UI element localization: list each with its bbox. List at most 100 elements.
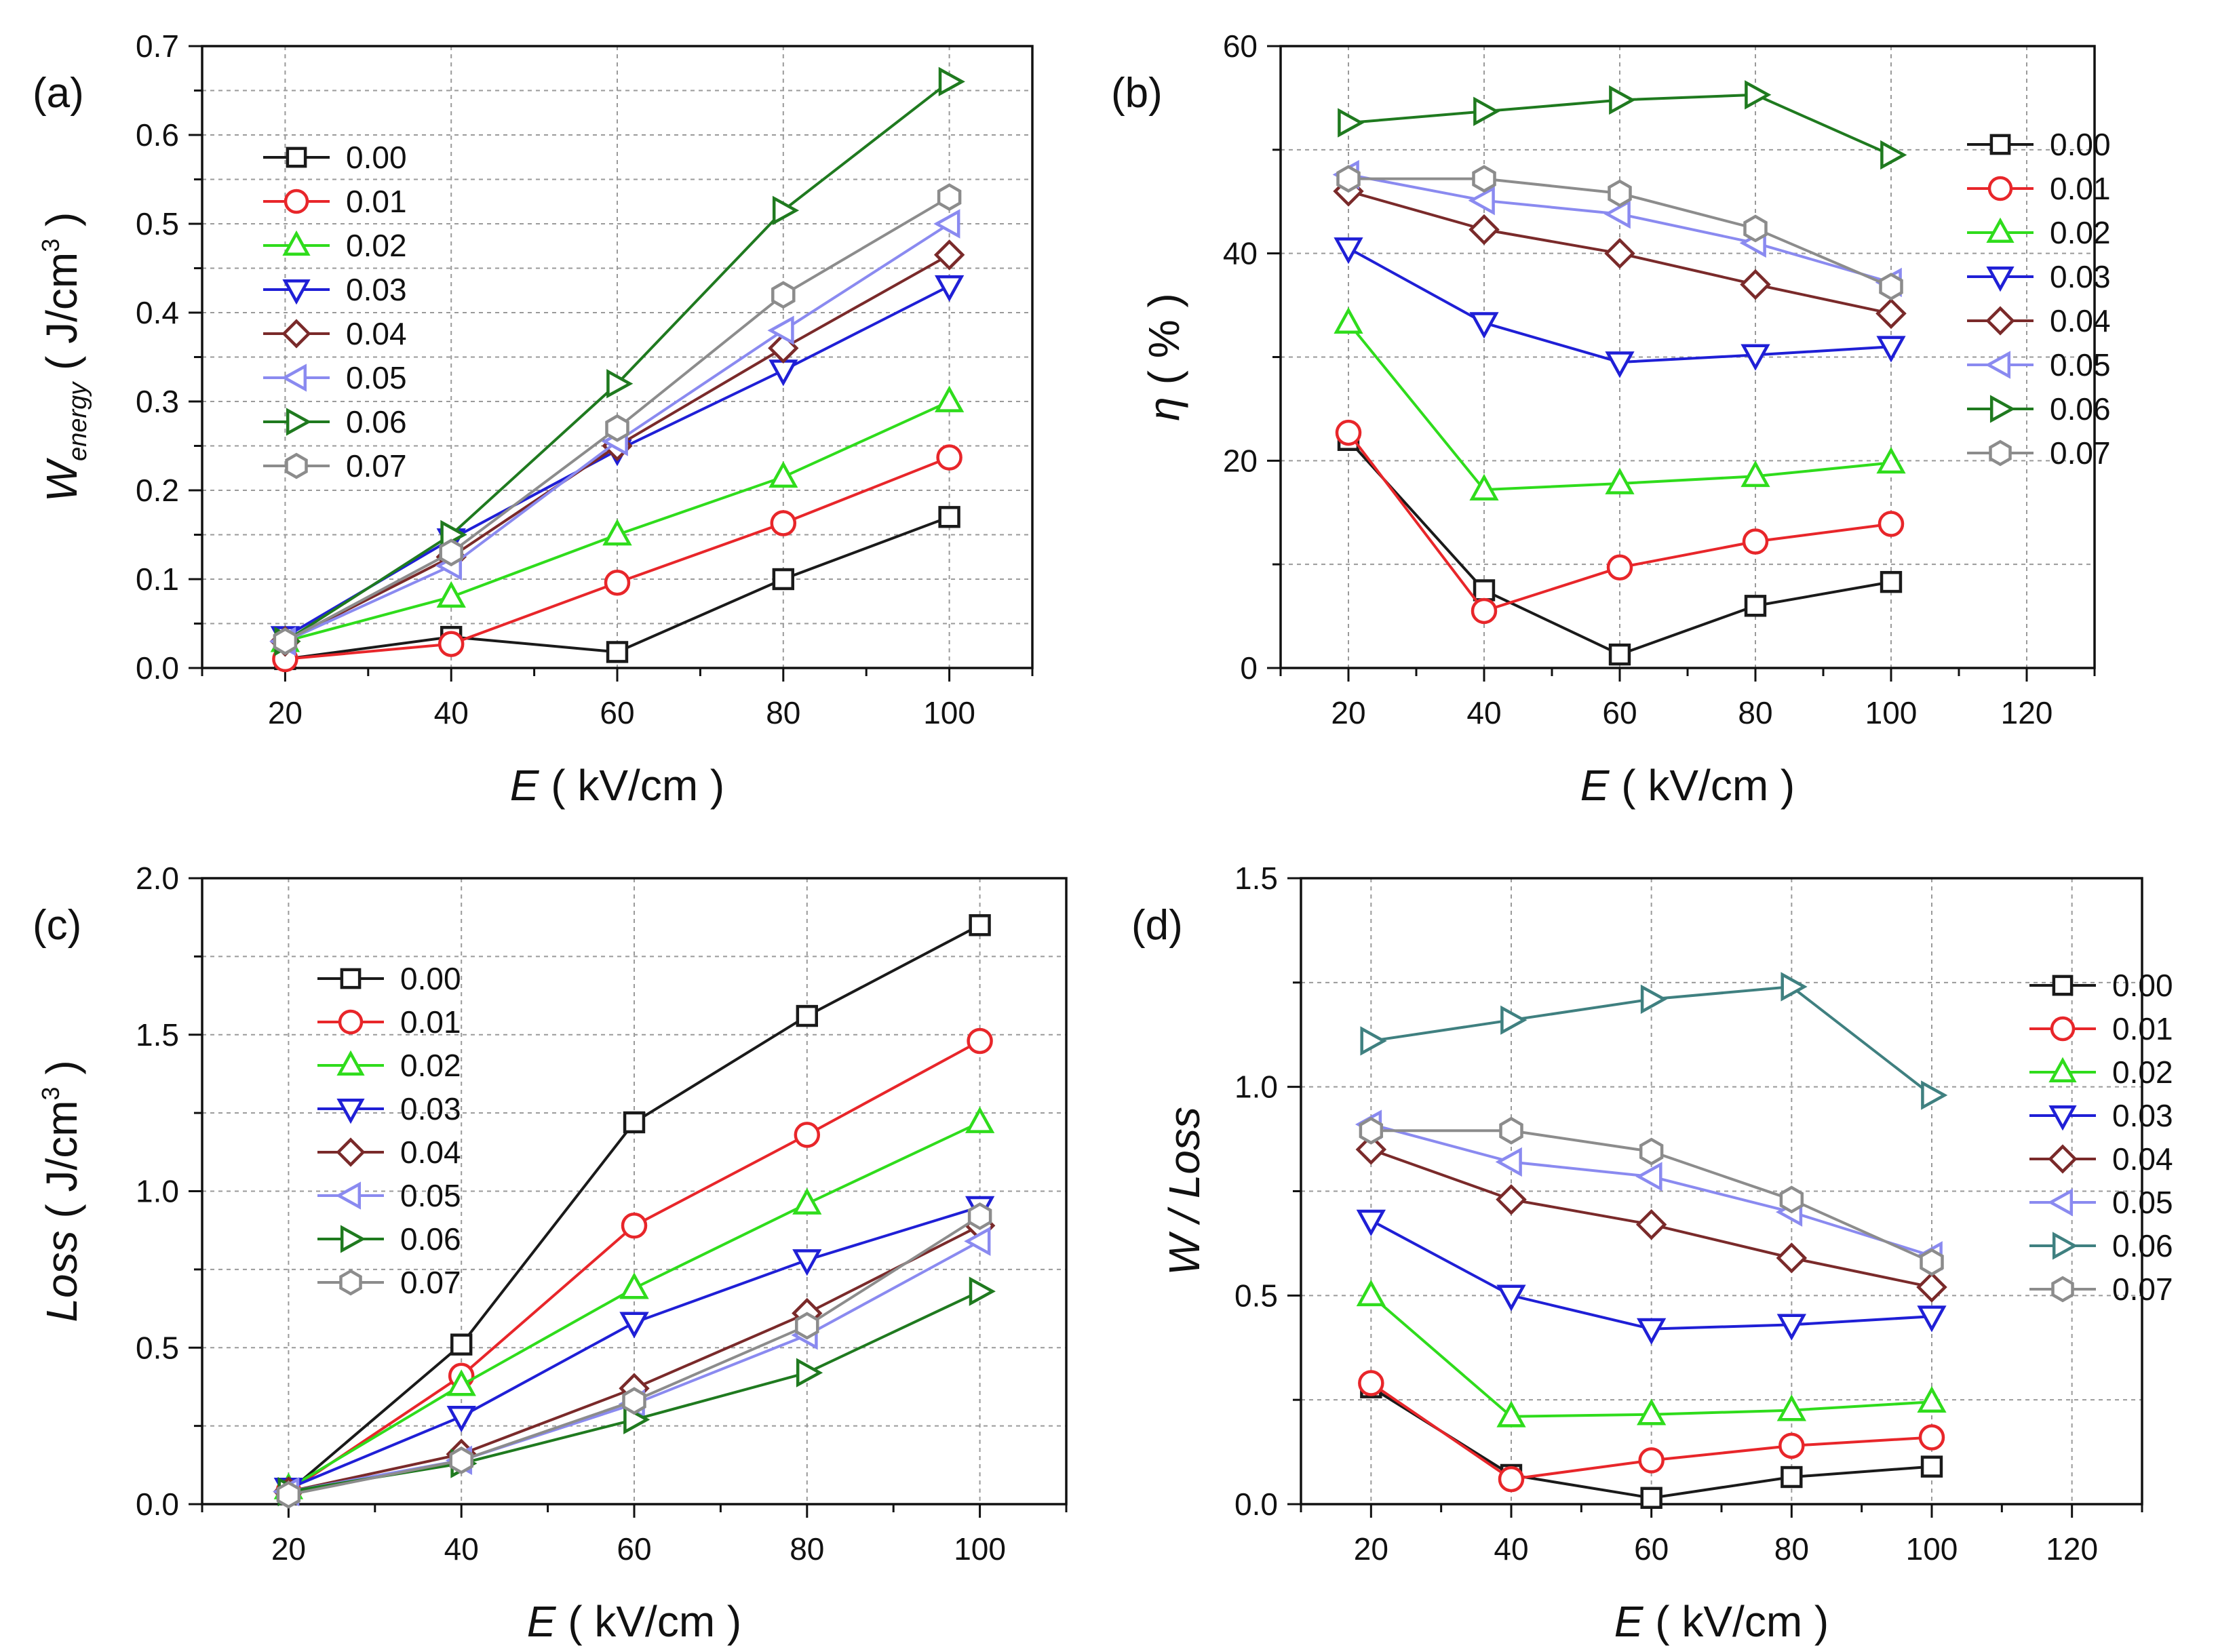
data-point bbox=[1744, 595, 1767, 617]
data-point bbox=[1875, 298, 1907, 330]
series-0.07 bbox=[1336, 165, 1903, 300]
x-tick-label: 20 bbox=[268, 695, 303, 730]
data-point bbox=[933, 239, 965, 271]
y-axis-title: Wenergy ( J/cm3 ) bbox=[37, 212, 92, 503]
legend-label: 0.01 bbox=[2050, 171, 2111, 206]
data-point bbox=[1745, 80, 1772, 110]
data-point bbox=[623, 1111, 646, 1134]
series-0.02 bbox=[273, 1106, 995, 1499]
legend-marker bbox=[2052, 975, 2074, 996]
data-point bbox=[1356, 1279, 1386, 1307]
legend-marker bbox=[286, 146, 307, 168]
series-0.03 bbox=[1356, 1209, 1947, 1345]
data-point bbox=[1608, 179, 1632, 208]
legend-label: 0.03 bbox=[400, 1091, 461, 1126]
data-point bbox=[936, 444, 962, 471]
x-tick-label: 100 bbox=[923, 695, 975, 730]
series-0.04 bbox=[1333, 176, 1907, 330]
data-point bbox=[1779, 1185, 1804, 1214]
data-point bbox=[1496, 1400, 1526, 1428]
data-point bbox=[769, 359, 798, 387]
data-point bbox=[1639, 1137, 1664, 1166]
y-tick-label: 40 bbox=[1223, 236, 1258, 271]
data-point bbox=[1605, 467, 1635, 494]
data-point bbox=[1920, 1248, 1944, 1276]
legend-label: 0.02 bbox=[2050, 215, 2111, 250]
data-point bbox=[1495, 1147, 1522, 1177]
data-point bbox=[964, 1226, 991, 1257]
data-point bbox=[606, 641, 629, 663]
y-tick-label: 60 bbox=[1223, 28, 1258, 64]
x-tick-label: 40 bbox=[1494, 1531, 1528, 1567]
data-point bbox=[604, 569, 631, 596]
data-point bbox=[1355, 1134, 1387, 1165]
data-point bbox=[1740, 460, 1770, 488]
data-point bbox=[449, 1446, 473, 1474]
data-point bbox=[276, 1480, 301, 1509]
legend-label: 0.06 bbox=[2050, 391, 2111, 427]
legend-label: 0.03 bbox=[346, 272, 407, 307]
data-point bbox=[1604, 237, 1635, 269]
data-point bbox=[1605, 351, 1635, 378]
legend-label: 0.06 bbox=[346, 404, 407, 439]
legend-marker bbox=[335, 1181, 362, 1210]
x-tick-label: 20 bbox=[1354, 1531, 1388, 1567]
data-point bbox=[1334, 237, 1363, 264]
x-tick-label: 60 bbox=[600, 695, 634, 730]
data-point bbox=[1878, 511, 1905, 537]
y-axis-title: W / Loss bbox=[1160, 1107, 1209, 1276]
chart-panel-b: 20 40 60 80 100 120 0 20 40 60 (b) E ( kV/cm ) η ( %… bbox=[1111, 28, 2111, 810]
data-point bbox=[1609, 85, 1636, 115]
data-point bbox=[1776, 1242, 1808, 1274]
data-point bbox=[1469, 312, 1499, 339]
x-tick-label: 40 bbox=[434, 695, 469, 730]
grid bbox=[1301, 878, 2142, 1504]
series-0.07 bbox=[1359, 1116, 1944, 1276]
data-point bbox=[1776, 1394, 1807, 1421]
data-point bbox=[1740, 269, 1771, 300]
panel-label: (b) bbox=[1111, 70, 1163, 117]
legend-label: 0.07 bbox=[2112, 1272, 2173, 1307]
data-point bbox=[1472, 165, 1496, 193]
legend: 0.00 0.01 0.02 0.03 0.04 0.05 0.06 0.07 bbox=[2029, 968, 2173, 1307]
x-axis-title: E ( kV/cm ) bbox=[1614, 1597, 1829, 1646]
data-point bbox=[967, 1027, 993, 1055]
data-point bbox=[1358, 1370, 1384, 1396]
x-tick-label: 80 bbox=[1738, 695, 1772, 730]
data-point bbox=[1335, 419, 1362, 446]
legend-label: 0.07 bbox=[400, 1265, 461, 1300]
data-point bbox=[1496, 1284, 1526, 1312]
data-point bbox=[621, 1213, 648, 1239]
series-0.01 bbox=[1358, 1370, 1945, 1493]
legend-marker bbox=[1989, 395, 2016, 423]
legend-label: 0.01 bbox=[346, 184, 407, 219]
data-point bbox=[1469, 473, 1499, 500]
data-point bbox=[1636, 1398, 1667, 1425]
chart-panel-d: 20 40 60 80 100 120 0.0 0.5 1.0 1.5 (d) E ( kV/cm )… bbox=[1131, 861, 2173, 1646]
series-0.03 bbox=[1334, 237, 1906, 378]
legend-marker bbox=[1986, 266, 2015, 292]
legend-marker bbox=[281, 319, 311, 349]
data-point bbox=[1640, 984, 1668, 1015]
legend-label: 0.05 bbox=[2112, 1185, 2173, 1220]
data-point bbox=[437, 631, 465, 657]
panel-label: (d) bbox=[1131, 902, 1183, 949]
series-0.07 bbox=[273, 183, 962, 656]
data-point bbox=[1781, 1466, 1803, 1489]
legend-label: 0.00 bbox=[2112, 968, 2173, 1003]
y-tick-label: 0 bbox=[1240, 650, 1258, 686]
data-point bbox=[619, 1312, 649, 1339]
data-point bbox=[795, 1312, 819, 1340]
legend-marker bbox=[1985, 351, 2011, 379]
legend: 0.00 0.01 0.02 0.03 0.04 0.05 0.06 0.07 bbox=[263, 140, 407, 484]
legend-label: 0.04 bbox=[400, 1135, 461, 1170]
data-point bbox=[1781, 972, 1808, 1002]
data-point bbox=[938, 66, 965, 97]
chart-panel-c: 20 40 60 80 100 0.0 0.5 1.0 1.5 2.0 (c) E ( kV/cm )… bbox=[33, 861, 1068, 1646]
legend-label: 0.06 bbox=[2112, 1228, 2173, 1263]
y-tick-label: 2.0 bbox=[136, 861, 179, 896]
x-tick-label: 100 bbox=[1865, 695, 1918, 730]
data-point bbox=[1473, 96, 1500, 126]
series-0.06 bbox=[1360, 972, 1948, 1110]
data-point bbox=[1920, 1455, 1943, 1478]
